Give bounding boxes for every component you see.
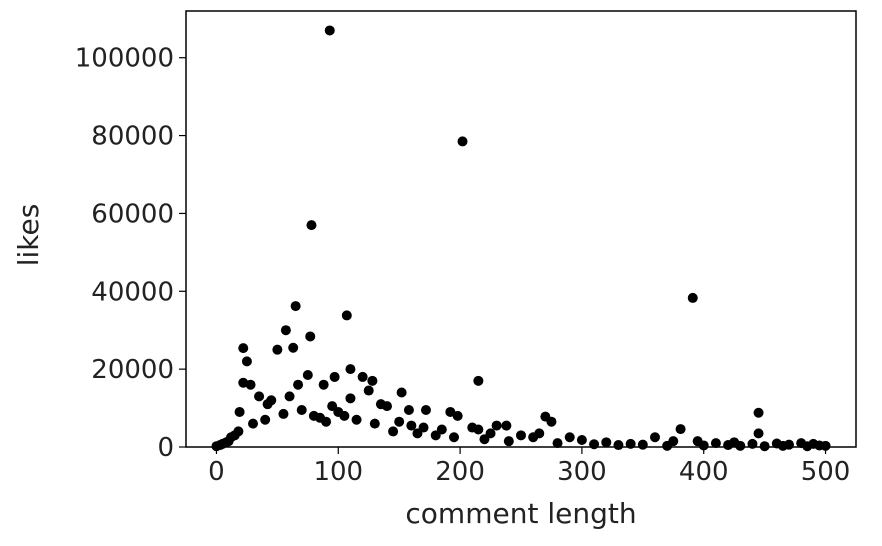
scatter-point <box>698 440 709 451</box>
scatter-point <box>262 399 273 410</box>
scatter-point <box>293 379 304 390</box>
scatter-point <box>445 406 456 417</box>
scatter-point <box>290 301 301 312</box>
x-tick-label: 400 <box>679 457 729 487</box>
x-axis-label: comment length <box>405 497 636 530</box>
scatter-point <box>369 418 380 429</box>
scatter-point <box>321 416 332 427</box>
scatter-point <box>367 375 378 386</box>
scatter-point <box>357 371 368 382</box>
scatter-point <box>248 418 258 429</box>
scatter-point <box>341 310 352 321</box>
scatter-point <box>516 430 526 441</box>
scatter-point <box>278 408 289 419</box>
scatter-point <box>363 385 374 396</box>
y-tick-label: 80000 <box>91 122 174 152</box>
scatter-point <box>272 344 283 355</box>
scatter-point <box>406 420 417 431</box>
scatter-point <box>601 437 612 448</box>
data-points <box>211 25 831 452</box>
scatter-point <box>284 391 295 402</box>
scatter-point <box>452 410 463 421</box>
scatter-point <box>675 424 686 435</box>
scatter-point <box>753 428 764 439</box>
scatter-point <box>305 331 316 342</box>
scatter-point <box>820 440 831 451</box>
plot-area <box>185 10 857 448</box>
scatter-point <box>710 438 721 449</box>
scatter-point <box>564 432 575 443</box>
scatter-point <box>777 440 788 451</box>
scatter-point <box>552 438 563 449</box>
scatter-point <box>473 424 484 435</box>
y-tick-label: 0 <box>157 433 174 463</box>
scatter-point <box>233 426 244 437</box>
scatter-point <box>723 440 734 451</box>
scatter-point <box>388 426 399 437</box>
scatter-point <box>747 438 758 449</box>
y-tick-label: 100000 <box>75 44 174 74</box>
scatter-point <box>288 342 299 353</box>
scatter-point <box>412 428 423 439</box>
x-tick-label: 200 <box>435 457 485 487</box>
x-tick-label: 0 <box>208 457 225 487</box>
scatter-point <box>339 410 350 421</box>
scatter-point <box>662 440 673 451</box>
scatter-point <box>759 441 770 452</box>
y-tick-label: 60000 <box>91 199 174 229</box>
scatter-point <box>306 220 317 231</box>
scatter-point <box>324 25 335 36</box>
scatter-point <box>234 406 245 417</box>
y-tick-label: 20000 <box>91 355 174 385</box>
x-tick-label: 300 <box>557 457 607 487</box>
scatter-point <box>491 420 502 431</box>
scatter-point <box>503 436 514 447</box>
scatter-point <box>637 439 648 450</box>
scatter-point <box>625 438 636 449</box>
scatter-point <box>302 369 313 380</box>
scatter-point <box>245 379 256 390</box>
scatter-point <box>473 375 484 386</box>
x-axis-ticks: 0 100 200 300 400 500 <box>208 447 850 487</box>
y-axis-ticks: 0 20000 40000 60000 80000 100000 <box>75 44 186 463</box>
x-tick-label: 500 <box>801 457 851 487</box>
scatter-point <box>589 439 600 450</box>
scatter-point <box>296 405 307 416</box>
scatter-point <box>420 405 431 416</box>
scatter-point <box>534 428 545 439</box>
scatter-point <box>241 356 252 367</box>
scatter-point <box>403 405 414 416</box>
x-tick-label: 100 <box>313 457 363 487</box>
scatter-point <box>382 401 392 412</box>
scatter-point <box>650 432 660 443</box>
scatter-point <box>394 416 405 427</box>
scatter-point <box>238 343 249 354</box>
scatter-point <box>351 414 362 425</box>
scatter-point <box>546 416 557 427</box>
scatter-point <box>457 136 468 147</box>
scatter-point <box>345 393 356 404</box>
scatter-point <box>613 440 624 451</box>
scatter-point <box>327 401 338 412</box>
scatter-point <box>308 410 319 421</box>
scatter-point <box>345 364 356 375</box>
scatter-point <box>485 428 496 439</box>
scatter-point <box>449 432 459 443</box>
scatter-point <box>687 292 698 303</box>
scatter-point <box>329 371 340 382</box>
scatter-point <box>501 420 512 431</box>
scatter-point <box>318 379 329 390</box>
scatter-point <box>280 325 291 336</box>
y-tick-label: 40000 <box>91 277 174 307</box>
scatter-point <box>576 434 587 445</box>
scatter-point <box>260 414 271 425</box>
scatter-point <box>254 391 265 402</box>
scatter-point <box>735 440 746 451</box>
y-axis-label: likes <box>12 204 45 267</box>
scatter-point <box>396 387 407 398</box>
scatter-point <box>436 424 447 435</box>
scatter-point <box>753 407 764 418</box>
scatter-point <box>802 441 813 452</box>
